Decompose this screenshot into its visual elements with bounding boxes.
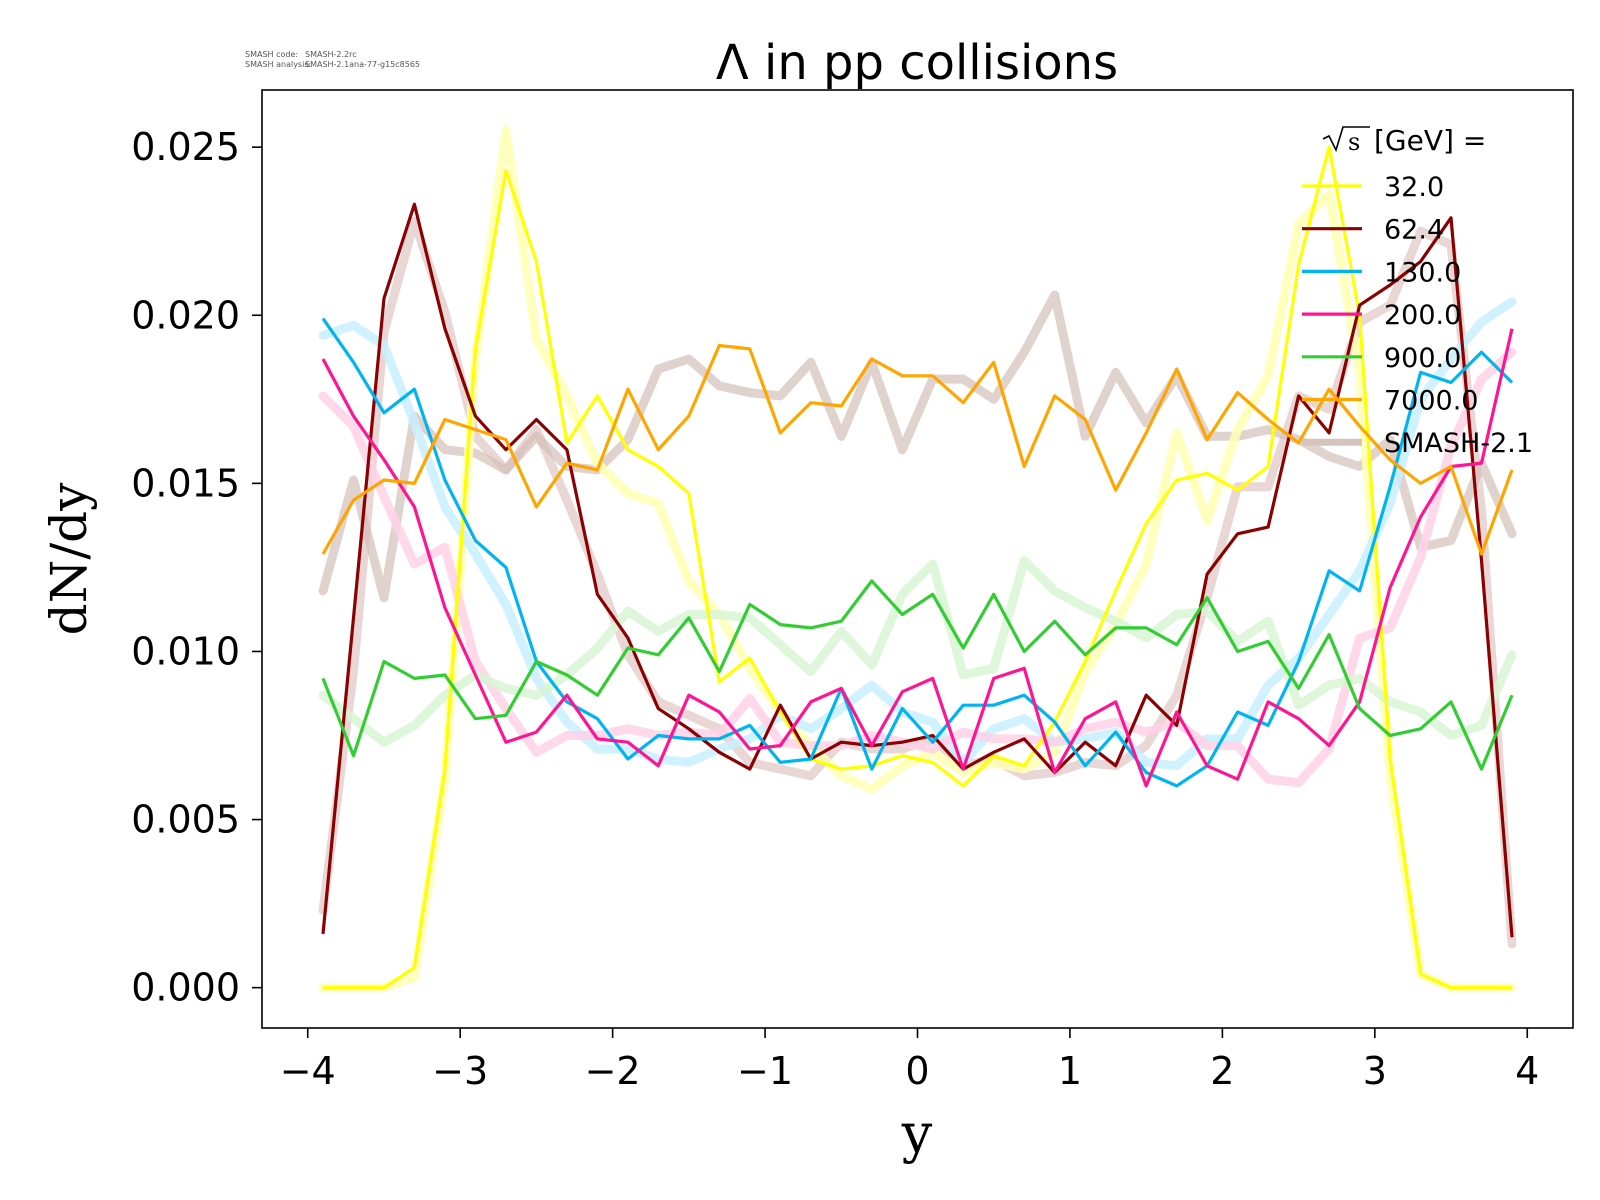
x-tick-label: −1 [737, 1049, 793, 1093]
legend-entry: 32.0 [1302, 172, 1444, 203]
legend-entry: 130.0 [1302, 257, 1461, 288]
legend-title-text: [GeV] = [1374, 124, 1486, 157]
x-tick-label: 4 [1515, 1049, 1539, 1093]
version-watermark: SMASH code: SMASH-2.2rc SMASH analysis:SM… [245, 50, 420, 70]
reference-line-2 [318, 125, 1517, 993]
legend-label: 62.4 [1384, 215, 1444, 246]
series-line-900.0 [321, 579, 1514, 771]
legend-entry: 200.0 [1302, 300, 1461, 331]
reference-line-5 [318, 556, 1517, 747]
legend-label: 7000.0 [1384, 386, 1478, 417]
y-axis: 0.000 0.005 0.010 0.015 0.020 0.025 [131, 125, 262, 1010]
y-tick-label: 0.015 [131, 461, 240, 505]
legend-entry: 900.0 [1302, 343, 1461, 374]
reference-line-3 [318, 297, 1517, 771]
x-axis-label: y [901, 1102, 933, 1165]
y-tick-label: 0.005 [131, 798, 240, 842]
watermark-analysis-label: SMASH analysis: [245, 60, 312, 69]
legend-entry: 7000.0 [1302, 386, 1478, 417]
chart-title: Λ in pp collisions [716, 35, 1118, 91]
legend-entry: 62.4 [1302, 215, 1444, 246]
reference-series-layer [318, 125, 1517, 993]
y-tick-label: 0.025 [131, 125, 240, 169]
legend-label: 32.0 [1384, 172, 1444, 203]
y-tick-label: 0.000 [131, 966, 240, 1010]
x-tick-label: −3 [432, 1049, 488, 1093]
legend-label: 900.0 [1384, 343, 1461, 374]
x-tick-label: 3 [1363, 1049, 1387, 1093]
legend-title: s [GeV] = [1322, 124, 1486, 157]
watermark-analysis-value: SMASH-2.1ana-77-g15c8565 [305, 60, 420, 69]
y-tick-label: 0.020 [131, 293, 240, 337]
legend-title-s: s [1348, 128, 1360, 156]
x-tick-label: 2 [1210, 1049, 1234, 1093]
watermark-code-value: SMASH-2.2rc [305, 50, 357, 59]
x-tick-label: −4 [280, 1049, 336, 1093]
legend-label: 130.0 [1384, 257, 1461, 288]
y-axis-label: dN/dy [40, 482, 98, 636]
series-line-200.0 [321, 328, 1514, 788]
series-layer [321, 145, 1514, 990]
x-axis: −4 −3 −2 −1 0 1 2 3 4 [280, 1028, 1539, 1093]
legend-label: SMASH-2.1 [1384, 428, 1533, 459]
legend-label: 200.0 [1384, 300, 1461, 331]
legend-entry: SMASH-2.1 [1302, 428, 1533, 459]
x-tick-label: 0 [905, 1049, 929, 1093]
x-tick-label: 1 [1058, 1049, 1082, 1093]
x-tick-label: −2 [585, 1049, 641, 1093]
series-line-32.0 [323, 145, 1512, 990]
reference-line-4 [318, 347, 1517, 788]
series-line-130.0 [321, 317, 1514, 788]
watermark-code-label: SMASH code: [245, 50, 299, 59]
y-tick-label: 0.010 [131, 629, 240, 673]
series-line-7000.0 [321, 343, 1514, 556]
legend: s [GeV] = 32.0 62.4 130.0 200.0 900.0 7000.0 SM… [1302, 124, 1533, 459]
sqrt-symbol [1322, 126, 1370, 153]
